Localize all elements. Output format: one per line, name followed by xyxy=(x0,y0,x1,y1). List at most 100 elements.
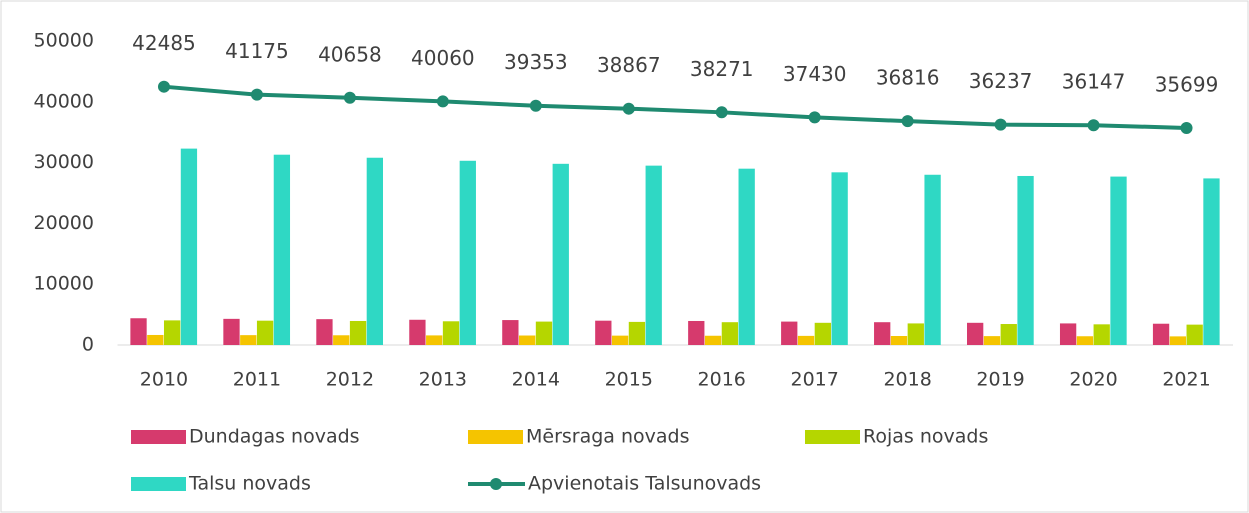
bar xyxy=(781,321,798,345)
legend-label: Apvienotais Talsunovads xyxy=(528,473,761,495)
bar xyxy=(273,154,291,345)
data-label: 36816 xyxy=(876,66,940,90)
bar xyxy=(442,321,460,345)
x-tick-label: 2017 xyxy=(791,369,839,391)
data-label: 42485 xyxy=(132,31,196,55)
bar xyxy=(611,335,629,345)
bar xyxy=(366,157,383,345)
x-tick-label: 2020 xyxy=(1069,369,1117,391)
line-point xyxy=(529,99,542,112)
line-point xyxy=(157,80,170,93)
bar xyxy=(1203,178,1220,345)
bar xyxy=(163,320,181,345)
bar xyxy=(595,320,612,345)
bar xyxy=(967,322,984,345)
data-label: 41175 xyxy=(225,39,289,63)
legend-swatch xyxy=(131,430,186,444)
bar xyxy=(316,319,333,345)
bar xyxy=(1017,175,1034,345)
bar xyxy=(704,335,722,345)
y-tick-label: 50000 xyxy=(34,30,94,52)
x-tick-label: 2015 xyxy=(605,369,653,391)
bar xyxy=(1110,176,1127,345)
x-tick-label: 2010 xyxy=(140,369,188,391)
line-point xyxy=(994,118,1007,131)
data-label: 39353 xyxy=(504,50,568,74)
bar xyxy=(130,318,147,345)
line-point xyxy=(1180,121,1193,134)
y-tick-label: 0 xyxy=(82,334,94,356)
x-tick-label: 2012 xyxy=(326,369,374,391)
bar xyxy=(628,321,646,345)
bar xyxy=(1076,336,1094,345)
line-point xyxy=(1087,119,1100,132)
x-tick-label: 2021 xyxy=(1162,369,1210,391)
x-tick-label: 2011 xyxy=(233,369,281,391)
legend-swatch xyxy=(805,430,860,444)
legend-swatch xyxy=(468,430,523,444)
x-tick-label: 2016 xyxy=(698,369,746,391)
y-tick-label: 20000 xyxy=(34,212,94,234)
bar xyxy=(519,335,536,345)
line xyxy=(163,84,1187,130)
data-label: 40060 xyxy=(411,46,475,70)
bar xyxy=(1152,323,1170,345)
bar xyxy=(645,165,662,345)
line-point xyxy=(808,111,821,124)
data-label: 36237 xyxy=(969,69,1033,93)
y-tick-label: 10000 xyxy=(34,273,94,295)
bar xyxy=(1000,324,1017,345)
legend-label: Dundagas novads xyxy=(189,426,360,448)
bar xyxy=(814,322,831,345)
bar xyxy=(924,174,941,345)
bar xyxy=(147,334,164,345)
line-point xyxy=(715,106,728,119)
line-point xyxy=(622,102,635,115)
bar xyxy=(721,322,739,345)
bar xyxy=(1059,323,1077,345)
bar xyxy=(874,322,891,345)
legend-label: Rojas novads xyxy=(863,426,988,448)
bar xyxy=(502,320,519,345)
bar xyxy=(240,335,257,345)
bar xyxy=(333,335,350,345)
bar xyxy=(1186,324,1203,345)
legend-label: Mērsraga novads xyxy=(526,426,690,448)
legend-label: Talsu novads xyxy=(188,473,311,495)
line-point xyxy=(250,88,263,101)
legend-swatch xyxy=(131,477,186,491)
bar xyxy=(831,172,848,345)
data-label: 35699 xyxy=(1155,72,1219,96)
bar xyxy=(409,319,426,345)
x-tick-label: 2018 xyxy=(883,369,931,391)
y-tick-label: 30000 xyxy=(34,151,94,173)
x-tick-label: 2014 xyxy=(512,369,560,391)
bar xyxy=(459,160,476,345)
x-tick-label: 2019 xyxy=(976,369,1024,391)
data-label: 40658 xyxy=(318,42,382,66)
bar xyxy=(797,335,815,345)
y-tick-label: 40000 xyxy=(34,90,94,112)
bar xyxy=(738,168,755,345)
bar xyxy=(180,148,198,345)
bar xyxy=(426,335,443,345)
bar xyxy=(552,163,569,345)
bar xyxy=(890,336,908,345)
line-point xyxy=(436,95,449,108)
bar xyxy=(535,321,553,345)
bar xyxy=(907,323,924,345)
data-label: 36147 xyxy=(1062,70,1126,94)
bar xyxy=(1093,324,1110,345)
x-tick-label: 2013 xyxy=(419,369,467,391)
data-label: 38867 xyxy=(597,53,661,77)
line-point xyxy=(343,91,356,104)
bar xyxy=(688,320,705,345)
line-point xyxy=(901,115,914,128)
bar xyxy=(223,318,240,345)
bar xyxy=(983,336,1001,345)
bar xyxy=(256,320,274,345)
data-label: 37430 xyxy=(783,62,847,86)
legend-marker xyxy=(490,478,502,490)
